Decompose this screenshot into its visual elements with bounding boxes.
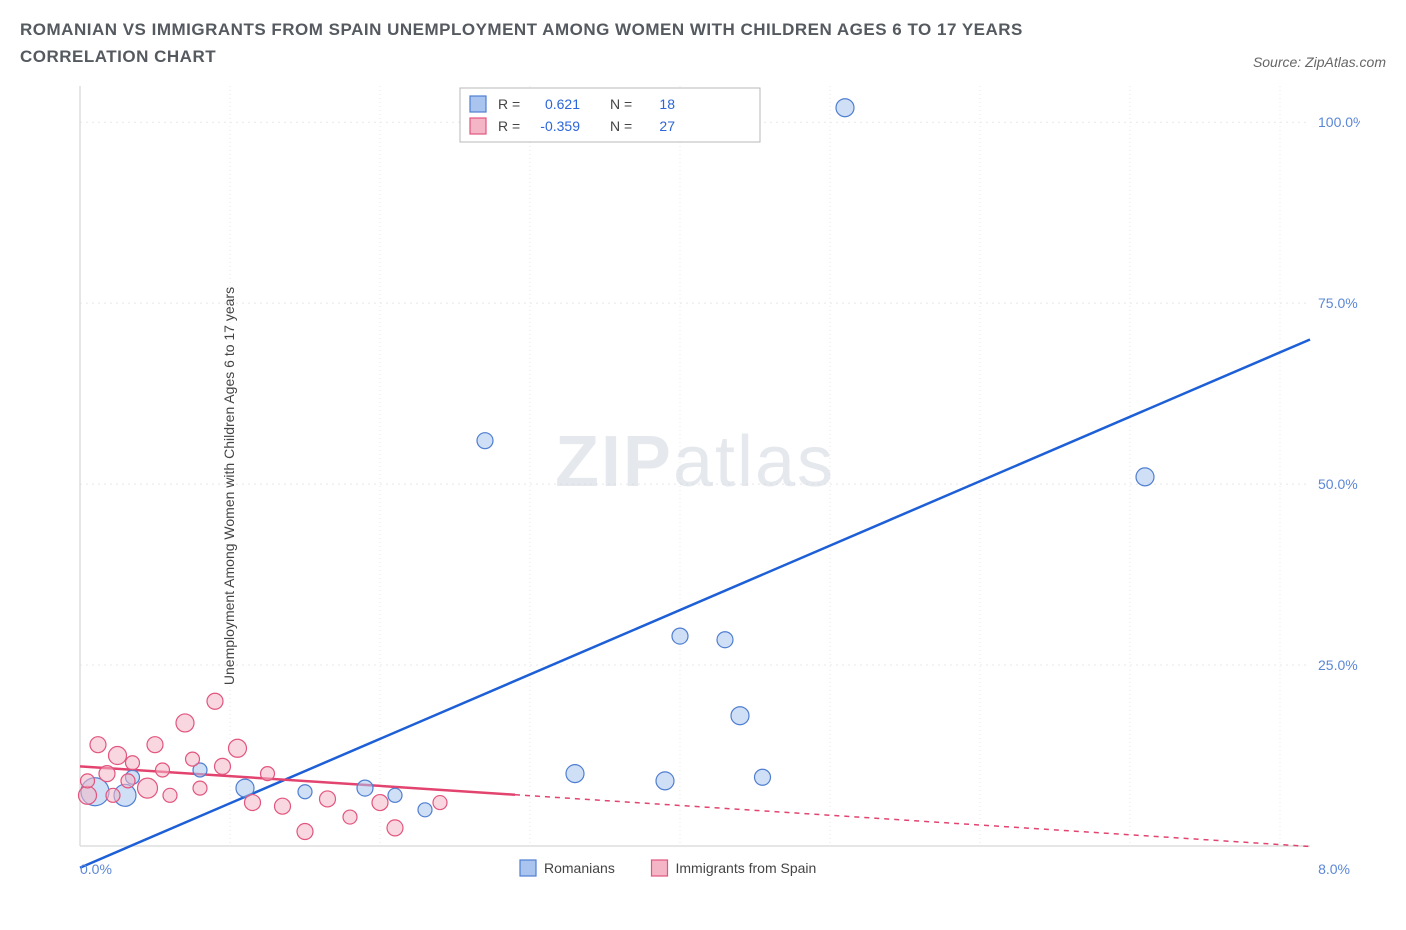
data-point [298, 785, 312, 799]
source-label: Source: ZipAtlas.com [1253, 54, 1386, 70]
svg-text:-0.359: -0.359 [540, 118, 580, 134]
data-point [343, 810, 357, 824]
data-point [387, 820, 403, 836]
data-point [106, 789, 120, 803]
data-point [156, 763, 170, 777]
data-point [147, 737, 163, 753]
data-point [81, 774, 95, 788]
data-point [90, 737, 106, 753]
data-point [138, 778, 158, 798]
legend-swatch [652, 860, 668, 876]
data-point [477, 433, 493, 449]
legend-swatch [520, 860, 536, 876]
data-point [717, 632, 733, 648]
data-point [163, 789, 177, 803]
svg-text:N =: N = [610, 96, 632, 112]
svg-text:N =: N = [610, 118, 632, 134]
chart-title: ROMANIAN VS IMMIGRANTS FROM SPAIN UNEMPL… [20, 16, 1120, 70]
svg-text:27: 27 [659, 118, 675, 134]
y-axis-label: Unemployment Among Women with Children A… [221, 287, 237, 685]
legend-swatch [470, 118, 486, 134]
data-point [121, 774, 135, 788]
data-point [261, 767, 275, 781]
data-point [418, 803, 432, 817]
trend-line [80, 340, 1310, 868]
legend-swatch [470, 96, 486, 112]
data-point [656, 772, 674, 790]
x-tick-label: 8.0% [1318, 861, 1350, 877]
data-point [731, 707, 749, 725]
svg-text:R =: R = [498, 118, 520, 134]
data-point [79, 787, 97, 805]
data-point [297, 824, 313, 840]
data-point [215, 759, 231, 775]
y-tick-label: 100.0% [1318, 115, 1360, 131]
data-point [388, 789, 402, 803]
svg-text:R =: R = [498, 96, 520, 112]
y-tick-label: 75.0% [1318, 296, 1358, 312]
data-point [126, 756, 140, 770]
data-point [207, 694, 223, 710]
data-point [109, 747, 127, 765]
trend-line-ext [515, 795, 1310, 847]
svg-text:18: 18 [659, 96, 675, 112]
data-point [672, 628, 688, 644]
data-point [229, 740, 247, 758]
y-tick-label: 25.0% [1318, 657, 1358, 673]
legend-label: Immigrants from Spain [676, 860, 817, 876]
data-point [1136, 468, 1154, 486]
data-point [320, 791, 336, 807]
data-point [357, 780, 373, 796]
data-point [755, 770, 771, 786]
x-tick-label: 0.0% [80, 861, 112, 877]
data-point [566, 765, 584, 783]
data-point [186, 753, 200, 767]
svg-text:0.621: 0.621 [545, 96, 580, 112]
data-point [176, 714, 194, 732]
watermark: ZIPatlas [555, 422, 835, 502]
y-tick-label: 50.0% [1318, 476, 1358, 492]
data-point [245, 795, 261, 811]
data-point [836, 99, 854, 117]
data-point [433, 796, 447, 810]
data-point [372, 795, 388, 811]
data-point [275, 799, 291, 815]
data-point [193, 781, 207, 795]
legend-label: Romanians [544, 860, 615, 876]
data-point [99, 766, 115, 782]
